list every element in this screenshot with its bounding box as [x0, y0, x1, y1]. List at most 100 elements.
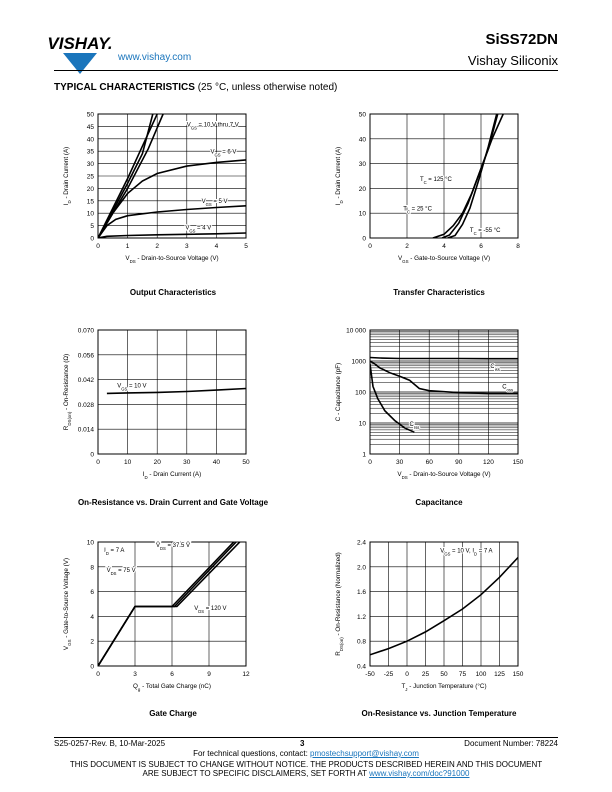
y-tick-label: 0: [90, 664, 94, 671]
chart-caption-output: Output Characteristics: [129, 288, 217, 297]
website-url[interactable]: www.vishay.com: [118, 52, 192, 63]
x-tick-label: 12: [242, 671, 250, 678]
series-line-1: [370, 356, 518, 360]
series-line-6: [98, 232, 246, 238]
x-tick-label: 6: [170, 671, 174, 678]
y-tick-label: 20: [359, 186, 367, 193]
y-tick-label: 5: [90, 223, 94, 230]
x-axis-label: TJ - Junction Temperature (°C): [401, 682, 486, 692]
y-tick-label: 6: [90, 589, 94, 596]
y-tick-label: 0.070: [78, 328, 95, 335]
x-tick-label: 9: [207, 671, 211, 678]
annotation-label: VGS = 5 V: [202, 199, 228, 207]
y-tick-label: 1.2: [357, 614, 366, 621]
y-axis-label: ID - Drain Current (A): [63, 147, 72, 205]
series-line-2: [98, 114, 154, 238]
y-tick-label: 2.4: [357, 540, 366, 547]
x-tick-label: 125: [494, 671, 505, 678]
chart-caption-gate-charge: Gate Charge: [149, 709, 197, 718]
annotation-label: VGS = 10 V thru 7 V: [187, 122, 239, 129]
y-tick-label: 100: [355, 390, 366, 397]
footer-notice-line1: THIS DOCUMENT IS SUBJECT TO CHANGE WITHO…: [69, 760, 543, 769]
x-tick-label: 150: [513, 671, 524, 678]
series-line-2: [370, 360, 518, 395]
y-tick-label: 0.056: [78, 352, 95, 359]
y-tick-label: 10: [87, 540, 95, 547]
series-line-1: [98, 542, 235, 666]
y-tick-label: 4: [90, 614, 94, 621]
plot-frame: [369, 541, 519, 667]
x-axis-label: Qg - Total Gate Charge (nC): [133, 683, 211, 692]
on-resistance-vs-drain-current-chart: 0 10 20 30 40 50 0 0.014 0.028 0.042 0.056 0.070 ID …: [63, 328, 250, 480]
x-tick-label: 40: [213, 459, 221, 466]
y-tick-label: 1.6: [357, 589, 366, 596]
x-tick-label: 2: [405, 243, 409, 250]
contact-email-link[interactable]: pmostechsupport@vishay.com: [310, 749, 419, 758]
series-line-1: [370, 556, 518, 656]
annotation-label: TC = 125 °C: [420, 177, 453, 185]
vishay-logo: VISHAY.: [47, 34, 113, 74]
y-tick-label: 10: [359, 211, 367, 218]
series-line-3: [447, 114, 498, 238]
y-tick-label: 50: [359, 112, 367, 119]
x-tick-label: 4: [215, 243, 219, 250]
x-tick-label: 50: [242, 459, 250, 466]
x-tick-label: 75: [459, 671, 467, 678]
capacitance-chart: 0 30 60 90 120 150 1 10 100 1000 10 000 VDS - Drain…: [335, 328, 524, 480]
plot-frame: [369, 329, 519, 455]
x-tick-label: 0: [368, 459, 372, 466]
annotation-label: ID = 7 A: [104, 548, 124, 556]
annotation-label: VGS = 10 V: [117, 384, 146, 392]
x-tick-label: 0: [96, 671, 100, 678]
disclaimer-link[interactable]: www.vishay.com/doc?91000: [369, 769, 470, 778]
x-tick-label: 30: [183, 459, 191, 466]
x-tick-label: 10: [124, 459, 132, 466]
x-tick-label: 0: [96, 459, 100, 466]
chart-caption-capacitance: Capacitance: [415, 498, 463, 507]
x-tick-label: 25: [422, 671, 430, 678]
annotation-label: TC = -55 °C: [470, 228, 501, 236]
x-tick-label: 3: [185, 243, 189, 250]
document-revision: S25-0257-Rev. B, 10-Mar-2025: [54, 739, 166, 748]
y-tick-label: 0.028: [78, 402, 95, 409]
x-axis-label: VGS - Gate-to-Source Voltage (V): [398, 255, 490, 264]
logo-wordmark: VISHAY.: [47, 34, 112, 53]
y-tick-label: 15: [87, 198, 95, 205]
y-tick-label: 0.014: [78, 427, 95, 434]
y-tick-label: 1000: [352, 359, 367, 366]
grid: [97, 541, 247, 667]
series-line-5: [98, 205, 246, 238]
plot-frame: [97, 113, 247, 239]
y-tick-label: 0: [90, 452, 94, 459]
x-tick-label: 150: [513, 459, 524, 466]
footer-notice-line2: ARE SUBJECT TO SPECIFIC DISCLAIMERS, SET…: [54, 769, 558, 778]
y-tick-label: 30: [359, 161, 367, 168]
series-line-3: [370, 363, 415, 434]
y-tick-label: 10 000: [346, 328, 366, 335]
y-tick-label: 2.0: [357, 564, 366, 571]
y-tick-label: 8: [90, 564, 94, 571]
series-line-3: [98, 542, 241, 666]
y-tick-label: 0.8: [357, 639, 366, 646]
x-tick-label: 0: [96, 243, 100, 250]
y-tick-label: 40: [87, 136, 95, 143]
chart-caption-ron-tj: On-Resistance vs. Junction Temperature: [361, 709, 517, 718]
y-axis-label: C - Capacitance (pF): [335, 363, 342, 421]
annotation-label: VGS = 6 V: [210, 150, 236, 158]
y-tick-label: 45: [87, 124, 95, 131]
y-tick-label: 1: [362, 452, 366, 459]
x-tick-label: 6: [479, 243, 483, 250]
notice-prefix: ARE SUBJECT TO SPECIFIC DISCLAIMERS, SET…: [142, 769, 370, 778]
x-tick-label: 8: [516, 243, 520, 250]
section-title: TYPICAL CHARACTERISTICS: [54, 82, 195, 93]
y-axis-label: VGS - Gate-to-Source Voltage (V): [63, 558, 72, 650]
y-tick-label: 35: [87, 149, 95, 156]
section-note: (25 °C, unless otherwise noted): [197, 82, 338, 93]
series-line-4: [98, 159, 246, 238]
chart-caption-transfer: Transfer Characteristics: [393, 288, 485, 297]
x-tick-label: 0: [405, 671, 409, 678]
y-tick-label: 30: [87, 161, 95, 168]
y-tick-label: 50: [87, 112, 95, 119]
y-tick-label: 25: [87, 174, 95, 181]
